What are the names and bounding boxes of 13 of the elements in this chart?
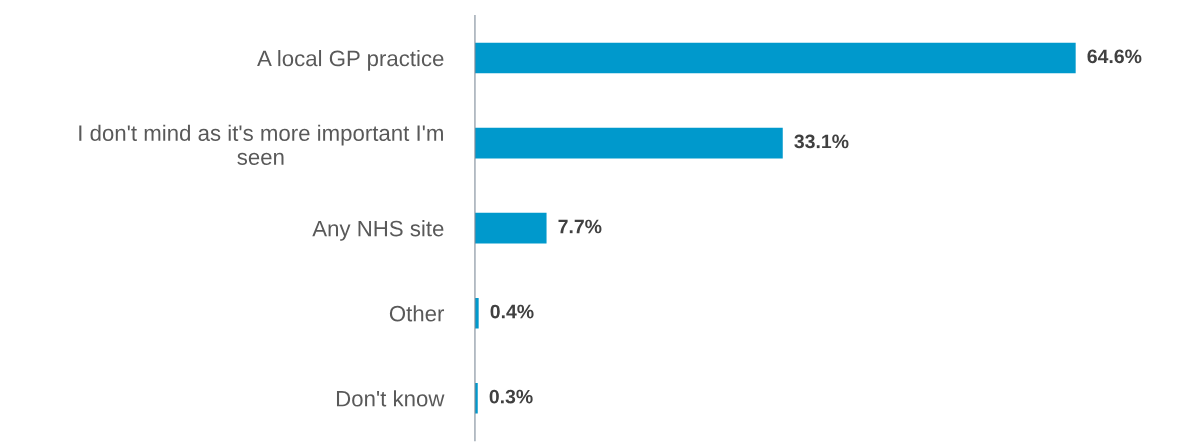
y-tick-label: A local GP practice (257, 49, 444, 71)
bar (474, 42, 1076, 74)
data-label: 7.7% (558, 219, 602, 234)
data-label: 0.4% (490, 304, 534, 319)
bar (474, 127, 783, 159)
data-label: 0.3% (489, 389, 533, 404)
y-tick-label: Any NHS site (312, 220, 444, 241)
y-tick-label: Other (389, 305, 445, 322)
y-tick-label: Don't know (336, 390, 445, 407)
bar (474, 212, 547, 244)
data-label: 33.1% (794, 134, 849, 149)
y-tick-label: I don't mind as it's more important I'm seen (79, 124, 443, 165)
data-label: 64.6% (1087, 49, 1142, 64)
